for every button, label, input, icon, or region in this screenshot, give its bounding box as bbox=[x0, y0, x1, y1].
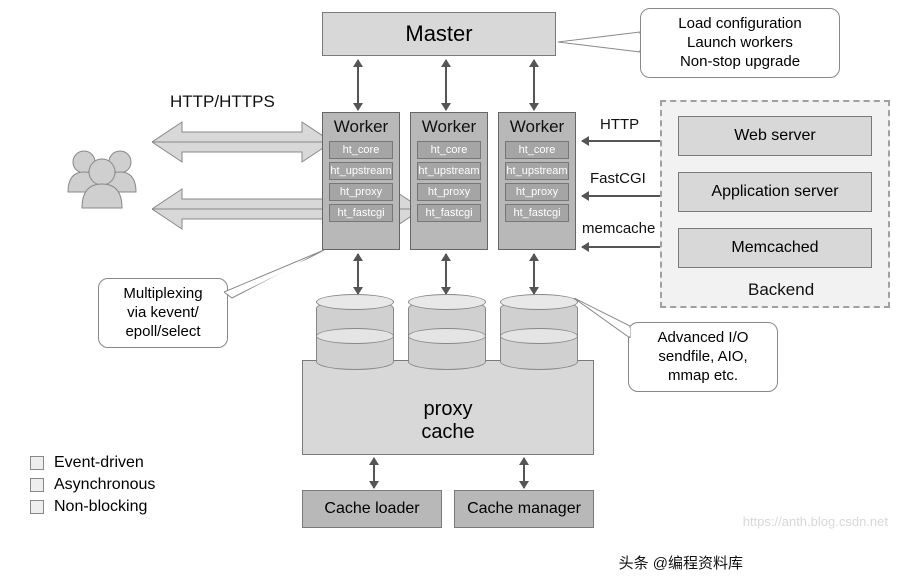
legend-item-2: Asynchronous bbox=[30, 476, 155, 494]
proxy-cache-box: proxy cache bbox=[302, 360, 594, 455]
proto-memcache: memcache bbox=[582, 220, 655, 237]
cylinder-3 bbox=[500, 300, 578, 370]
arrow-cache-loader bbox=[373, 458, 375, 488]
proto-http: HTTP bbox=[600, 116, 639, 133]
cache-loader: Cache loader bbox=[302, 490, 442, 528]
callout-mux-tail bbox=[224, 250, 334, 300]
big-arrow-top bbox=[152, 118, 332, 166]
footer-credit: 头条 @编程资料库 bbox=[619, 552, 743, 573]
backend-mem: Memcached bbox=[678, 228, 872, 268]
legend-square-icon bbox=[30, 500, 44, 514]
arrow-master-w2 bbox=[445, 60, 447, 110]
legend: Event-driven Asynchronous Non-blocking bbox=[30, 450, 155, 520]
master-box: Master bbox=[322, 12, 556, 56]
cache-manager: Cache manager bbox=[454, 490, 594, 528]
users-icon bbox=[62, 142, 142, 216]
backend-label: Backend bbox=[748, 280, 814, 300]
legend-square-icon bbox=[30, 478, 44, 492]
arrow-fastcgi bbox=[582, 195, 670, 197]
arrow-w1-cache bbox=[357, 254, 359, 294]
callout-io-tail bbox=[574, 298, 634, 338]
module-ht-proxy: ht_proxy bbox=[329, 183, 393, 201]
module-ht-fastcgi: ht_fastcgi bbox=[329, 204, 393, 222]
callout-master: Load configuration Launch workers Non-st… bbox=[640, 8, 840, 78]
legend-item-3: Non-blocking bbox=[30, 498, 155, 516]
worker-2: Worker ht_core ht_upstream ht_proxy ht_f… bbox=[410, 112, 488, 250]
worker-1: Worker ht_core ht_upstream ht_proxy ht_f… bbox=[322, 112, 400, 250]
callout-mux: Multiplexing via kevent/ epoll/select bbox=[98, 278, 228, 348]
cylinder-1 bbox=[316, 300, 394, 370]
master-label: Master bbox=[405, 21, 472, 47]
proto-fastcgi: FastCGI bbox=[590, 170, 646, 187]
arrow-w2-cache bbox=[445, 254, 447, 294]
module-ht-upstream: ht_upstream bbox=[329, 162, 393, 180]
worker-3: Worker ht_core ht_upstream ht_proxy ht_f… bbox=[498, 112, 576, 250]
arrow-cache-manager bbox=[523, 458, 525, 488]
arrow-http bbox=[582, 140, 670, 142]
http-https-label: HTTP/HTTPS bbox=[170, 92, 275, 112]
backend-web: Web server bbox=[678, 116, 872, 156]
cylinder-2 bbox=[408, 300, 486, 370]
module-ht-core: ht_core bbox=[329, 141, 393, 159]
worker-title: Worker bbox=[323, 117, 399, 137]
legend-item-1: Event-driven bbox=[30, 454, 155, 472]
callout-master-tail bbox=[558, 30, 643, 60]
callout-io: Advanced I/O sendfile, AIO, mmap etc. bbox=[628, 322, 778, 392]
arrow-master-w3 bbox=[533, 60, 535, 110]
arrow-master-w1 bbox=[357, 60, 359, 110]
legend-square-icon bbox=[30, 456, 44, 470]
watermark: https://anth.blog.csdn.net bbox=[743, 514, 888, 529]
backend-app: Application server bbox=[678, 172, 872, 212]
arrow-memcache bbox=[582, 246, 670, 248]
arrow-w3-cache bbox=[533, 254, 535, 294]
